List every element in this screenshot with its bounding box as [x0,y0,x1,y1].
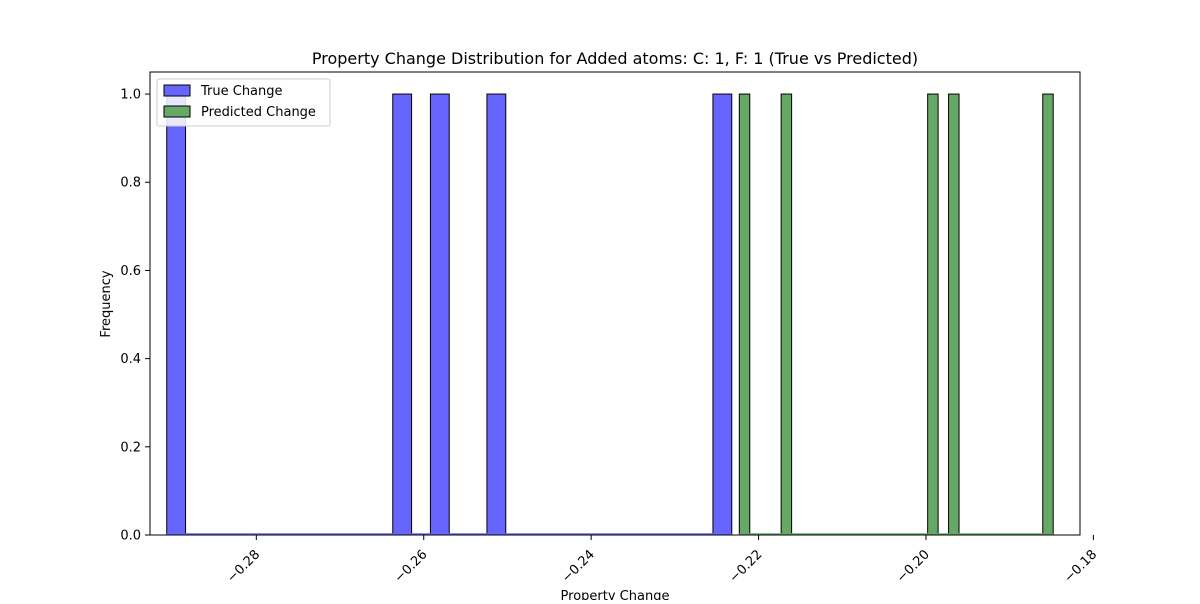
bar-predicted-change [1042,93,1054,536]
plot-frame [149,71,1081,536]
legend: True Change Predicted Change [156,78,331,127]
legend-label-predicted-change: Predicted Change [201,105,316,120]
y-tick-label: 0.2 [120,440,141,455]
bar-predicted-change [738,93,751,536]
series-true-change [166,93,733,536]
y-tick-label: 0.8 [120,176,141,191]
y-axis-ticks: 0.0 0.2 0.4 0.6 0.8 1.0 [120,88,150,544]
legend-label-true-change: True Change [200,84,283,99]
bar-true-change [486,93,507,536]
y-tick-label: 0.0 [120,529,141,544]
y-tick-label: 1.0 [120,88,141,103]
bar-predicted-change [780,93,793,536]
x-axis-label: Property Change [561,589,670,600]
chart-title: Property Change Distribution for Added a… [312,49,918,68]
bar-predicted-change [927,93,939,536]
bar-true-change [392,93,413,536]
bar-predicted-change [948,93,960,536]
bar-true-change [712,93,733,536]
legend-swatch-true-change [163,84,191,97]
bar-true-change [429,93,450,536]
legend-swatch-predicted-change [163,105,191,118]
y-tick-label: 0.4 [120,352,141,367]
y-axis-label: Frequency [99,270,114,337]
bar-true-change [166,93,187,536]
legend-box [156,78,331,127]
y-tick-label: 0.6 [120,264,141,279]
